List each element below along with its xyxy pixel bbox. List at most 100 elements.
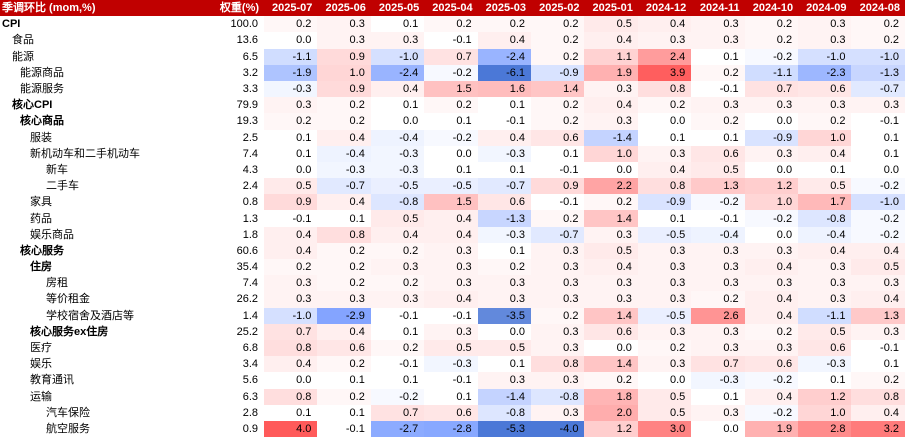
value-cell: 0.0 [669, 374, 686, 387]
value-cell: 0.4 [744, 291, 799, 308]
value-cell: 0.3 [584, 226, 638, 243]
value-cell: -0.2 [424, 64, 478, 81]
value-cell: -2.8 [424, 420, 478, 437]
value-cell: 2.2 [584, 178, 638, 195]
value-cell: 0.1 [402, 99, 419, 112]
value-cell: 0.2 [584, 194, 638, 211]
value-cell: 0.0 [456, 147, 472, 160]
weight-cell: 6.3 [242, 390, 259, 403]
value-cell: 0.7 [264, 323, 318, 340]
value-cell: -2.3 [798, 64, 852, 81]
value-cell: -1.0 [264, 307, 318, 324]
value-cell: 1.4 [584, 210, 638, 227]
row-label: 学校宿舍及酒店等 [46, 309, 134, 322]
table-row: 等价租金 26.2 0.3 0.3 0.3 0.4 0.3 0.3 0.3 0.3 0.2 0.4 0.… [0, 291, 905, 308]
value-cell: 0.5 [264, 178, 318, 195]
value-cell: 0.3 [798, 291, 852, 308]
value-cell: 0.2 [477, 259, 532, 276]
value-cell: 0.8 [637, 178, 692, 195]
value-cell: 0.3 [584, 291, 638, 308]
value-cell: 1.3 [691, 178, 745, 195]
weight-cell: 1.3 [242, 212, 259, 225]
value-cell: -1.3 [477, 210, 532, 227]
value-cell: 0.0 [669, 115, 686, 128]
value-cell: 0.8 [531, 356, 585, 373]
header-month: 2025-03 [477, 0, 532, 17]
value-cell: 0.3 [424, 323, 478, 340]
value-cell: -1.1 [264, 48, 318, 65]
value-cell: 0.5 [477, 339, 532, 357]
value-cell: -5.3 [477, 420, 532, 437]
value-cell: -0.3 [477, 145, 532, 162]
value-cell: 0.6 [691, 145, 745, 162]
table-row: 药品 1.3 -0.1 0.1 0.5 0.4 -1.3 0.2 1.4 0.1 -0.1 -0.2-… [0, 210, 905, 227]
weight-cell: 35.4 [236, 261, 259, 274]
table-body: CPI 100.0 0.2 0.3 0.1 0.2 0.2 0.2 0.5 0.4 0.3 0.2 0.… [0, 16, 905, 437]
value-cell: 0.3 [264, 275, 318, 292]
value-cell: 0.0 [296, 374, 312, 387]
value-cell: 1.1 [584, 48, 638, 65]
table-row: 汽车保险 2.8 0.1 0.1 0.7 0.6 -0.8 0.3 2.0 0.5 0.3 -0.2 1… [0, 404, 905, 421]
header-month: 2025-07 [264, 0, 318, 17]
row-label: 娱乐商品 [30, 228, 74, 241]
value-cell: -1.1 [744, 64, 799, 81]
weight-cell: 1.8 [242, 228, 259, 241]
value-cell: 2.4 [637, 48, 692, 65]
value-cell: 0.2 [691, 113, 745, 130]
value-cell: 0.4 [744, 259, 799, 276]
row-label: 核心服务ex住房 [30, 325, 109, 338]
value-cell: 0.9 [317, 48, 371, 65]
value-cell: 0.1 [669, 212, 686, 225]
value-cell: 0.2 [424, 16, 478, 33]
weight-cell: 3.4 [242, 358, 259, 371]
value-cell: -0.4 [317, 145, 371, 162]
weight-cell: 19.3 [236, 115, 259, 128]
value-cell: 0.4 [317, 194, 371, 211]
value-cell: 0.2 [531, 97, 585, 114]
value-cell: 0.2 [317, 259, 371, 276]
row-label: 能源服务 [20, 83, 64, 96]
value-cell: 0.2 [317, 242, 371, 259]
row-label: 房租 [46, 277, 68, 290]
value-cell: 0.1 [723, 131, 739, 144]
value-cell: 0.1 [349, 374, 365, 387]
value-cell: -0.1 [719, 83, 739, 96]
value-cell: 0.5 [798, 178, 852, 195]
value-cell: 0.1 [402, 18, 419, 31]
value-cell: 0.8 [851, 388, 905, 405]
value-cell: 0.3 [637, 291, 692, 308]
value-cell: 0.3 [317, 32, 371, 49]
row-label: 食品 [12, 34, 34, 47]
header-month: 2025-04 [424, 0, 478, 17]
value-cell: -0.3 [317, 161, 371, 179]
value-cell: -0.1 [399, 309, 419, 322]
value-cell: 0.3 [691, 323, 745, 340]
value-cell: 0.2 [531, 113, 585, 130]
value-cell: 0.1 [563, 147, 579, 160]
weight-cell: 13.6 [236, 34, 259, 47]
value-cell: 0.4 [477, 32, 532, 49]
table-row: 服装 2.5 0.1 0.4 -0.4 -0.2 0.4 0.6 -1.4 0.1 0.1 -0.9 1… [0, 129, 905, 146]
value-cell: -1.4 [477, 388, 532, 405]
value-cell: -1.0 [851, 194, 905, 211]
value-cell: -0.8 [477, 404, 532, 421]
value-cell: -0.4 [798, 226, 852, 243]
row-label: 二手车 [46, 180, 79, 193]
row-label: 药品 [30, 212, 52, 225]
row-label: 汽车保险 [46, 406, 90, 419]
weight-cell: 3.3 [242, 83, 259, 96]
value-cell: 0.4 [798, 145, 852, 162]
value-cell: 0.3 [691, 32, 745, 49]
value-cell: 0.4 [584, 259, 638, 276]
value-cell: -1.3 [851, 64, 905, 81]
table-row: 娱乐商品 1.8 0.4 0.8 0.4 0.4 -0.3 -0.7 0.3 -0.5 -0.4 0.… [0, 226, 905, 243]
weight-cell: 3.2 [242, 66, 259, 79]
value-cell: 0.3 [370, 259, 425, 276]
value-cell: -0.3 [370, 145, 425, 162]
value-cell: 0.3 [744, 97, 799, 114]
value-cell: -0.2 [744, 48, 799, 65]
header-month: 2024-12 [637, 0, 692, 17]
value-cell: 0.7 [424, 48, 478, 65]
header-label: 季调环比 (mom,%) [0, 0, 198, 17]
weight-cell: 2.4 [242, 180, 259, 193]
